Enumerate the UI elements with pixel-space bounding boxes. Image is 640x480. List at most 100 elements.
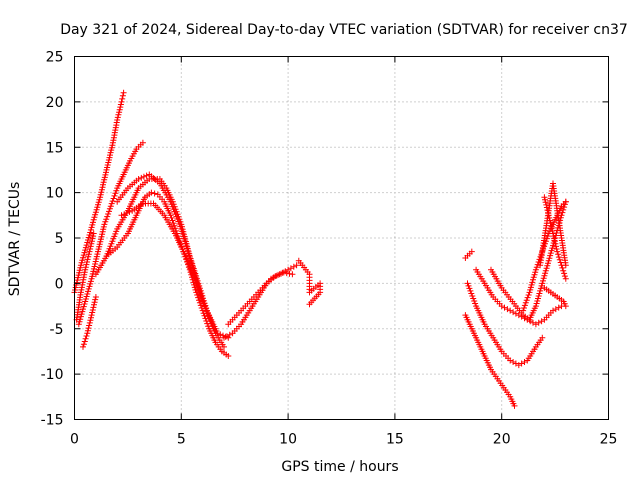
data-point xyxy=(560,206,567,213)
data-point xyxy=(84,327,91,334)
series-track-14 xyxy=(462,248,475,261)
data-point xyxy=(87,243,94,250)
data-point xyxy=(91,301,97,308)
x-axis-label: GPS time / hours xyxy=(281,459,398,475)
data-point xyxy=(114,114,121,121)
series-track-4 xyxy=(80,294,99,350)
x-tick-label: 5 xyxy=(177,432,186,448)
x-tick-label: 10 xyxy=(279,432,297,448)
data-point xyxy=(114,117,121,123)
data-point xyxy=(112,190,119,197)
data-point xyxy=(90,233,97,240)
data-point xyxy=(523,297,530,304)
data-point xyxy=(86,322,93,329)
axis-ticks: 0 5 10 15 20 25 -15 -10 -5 0 5 10 15 20 25 xyxy=(41,50,618,448)
data-point xyxy=(521,302,528,309)
data-point xyxy=(83,242,90,249)
data-point xyxy=(113,187,120,194)
data-point xyxy=(542,199,549,206)
data-point xyxy=(562,198,569,205)
data-point xyxy=(102,218,109,225)
y-tick-label: -15 xyxy=(41,413,64,429)
data-point xyxy=(278,270,284,277)
data-point xyxy=(468,248,475,255)
data-point xyxy=(306,301,313,308)
data-point xyxy=(541,194,548,201)
data-point xyxy=(85,253,92,260)
data-point xyxy=(81,338,88,345)
data-point xyxy=(532,303,539,310)
data-point xyxy=(543,265,550,272)
data-point xyxy=(511,402,518,409)
y-tick-label: -5 xyxy=(50,322,64,338)
data-point xyxy=(88,240,95,247)
data-point xyxy=(540,246,547,252)
data-point xyxy=(542,238,549,245)
data-point xyxy=(103,216,110,223)
data-point xyxy=(89,307,96,313)
data-point xyxy=(280,269,287,276)
data-point xyxy=(110,195,117,202)
data-point xyxy=(90,230,97,237)
data-point xyxy=(562,262,569,269)
series-track-2 xyxy=(75,139,146,328)
series-track-9 xyxy=(221,269,296,341)
data-point xyxy=(559,264,566,271)
data-point xyxy=(546,255,553,262)
y-tick-label: 0 xyxy=(55,276,64,292)
data-point xyxy=(283,270,290,277)
data-point xyxy=(115,111,122,118)
x-tick-label: 15 xyxy=(386,432,404,448)
y-tick-label: -10 xyxy=(41,367,64,383)
data-point xyxy=(143,172,150,179)
data-point xyxy=(275,271,282,278)
data-point xyxy=(101,221,108,228)
data-point xyxy=(87,317,94,324)
data-point xyxy=(467,287,474,294)
x-tick-label: 0 xyxy=(70,432,79,448)
data-point xyxy=(554,248,561,255)
data-point xyxy=(82,335,89,342)
y-tick-label: 5 xyxy=(55,231,64,247)
data-point xyxy=(126,208,133,215)
data-point xyxy=(84,259,90,265)
data-point xyxy=(84,330,91,337)
series-track-12 xyxy=(462,312,518,409)
data-point xyxy=(90,304,97,311)
data-point xyxy=(92,294,99,300)
data-point xyxy=(539,248,546,255)
data-point xyxy=(84,256,91,263)
data-point xyxy=(106,208,112,215)
data-point xyxy=(105,211,112,217)
data-point xyxy=(552,240,559,247)
data-point xyxy=(539,334,546,341)
data-point xyxy=(170,220,177,227)
data-point xyxy=(87,229,94,236)
data-point xyxy=(80,254,86,261)
series-track-13 xyxy=(464,280,546,369)
data-point xyxy=(117,104,124,111)
data-point xyxy=(80,303,87,310)
data-point xyxy=(119,95,126,102)
chart-title: Day 321 of 2024, Sidereal Day-to-day VTE… xyxy=(60,22,628,38)
data-point xyxy=(535,259,542,265)
data-point xyxy=(556,256,563,263)
data-point xyxy=(118,212,125,219)
data-point xyxy=(272,273,279,280)
data-point xyxy=(536,256,543,263)
series-track-1 xyxy=(71,89,127,296)
data-point xyxy=(86,248,93,255)
data-point xyxy=(168,214,175,221)
data-point xyxy=(140,173,147,180)
data-point xyxy=(221,343,227,350)
data-point xyxy=(561,273,568,280)
y-tick-label: 15 xyxy=(46,140,64,156)
data-point xyxy=(80,343,86,350)
grid xyxy=(74,56,609,420)
y-axis-label: SDTVAR / TECUs xyxy=(7,182,23,297)
data-point xyxy=(90,219,96,226)
data-point xyxy=(214,330,221,337)
data-point xyxy=(521,305,527,311)
data-point xyxy=(87,246,94,252)
